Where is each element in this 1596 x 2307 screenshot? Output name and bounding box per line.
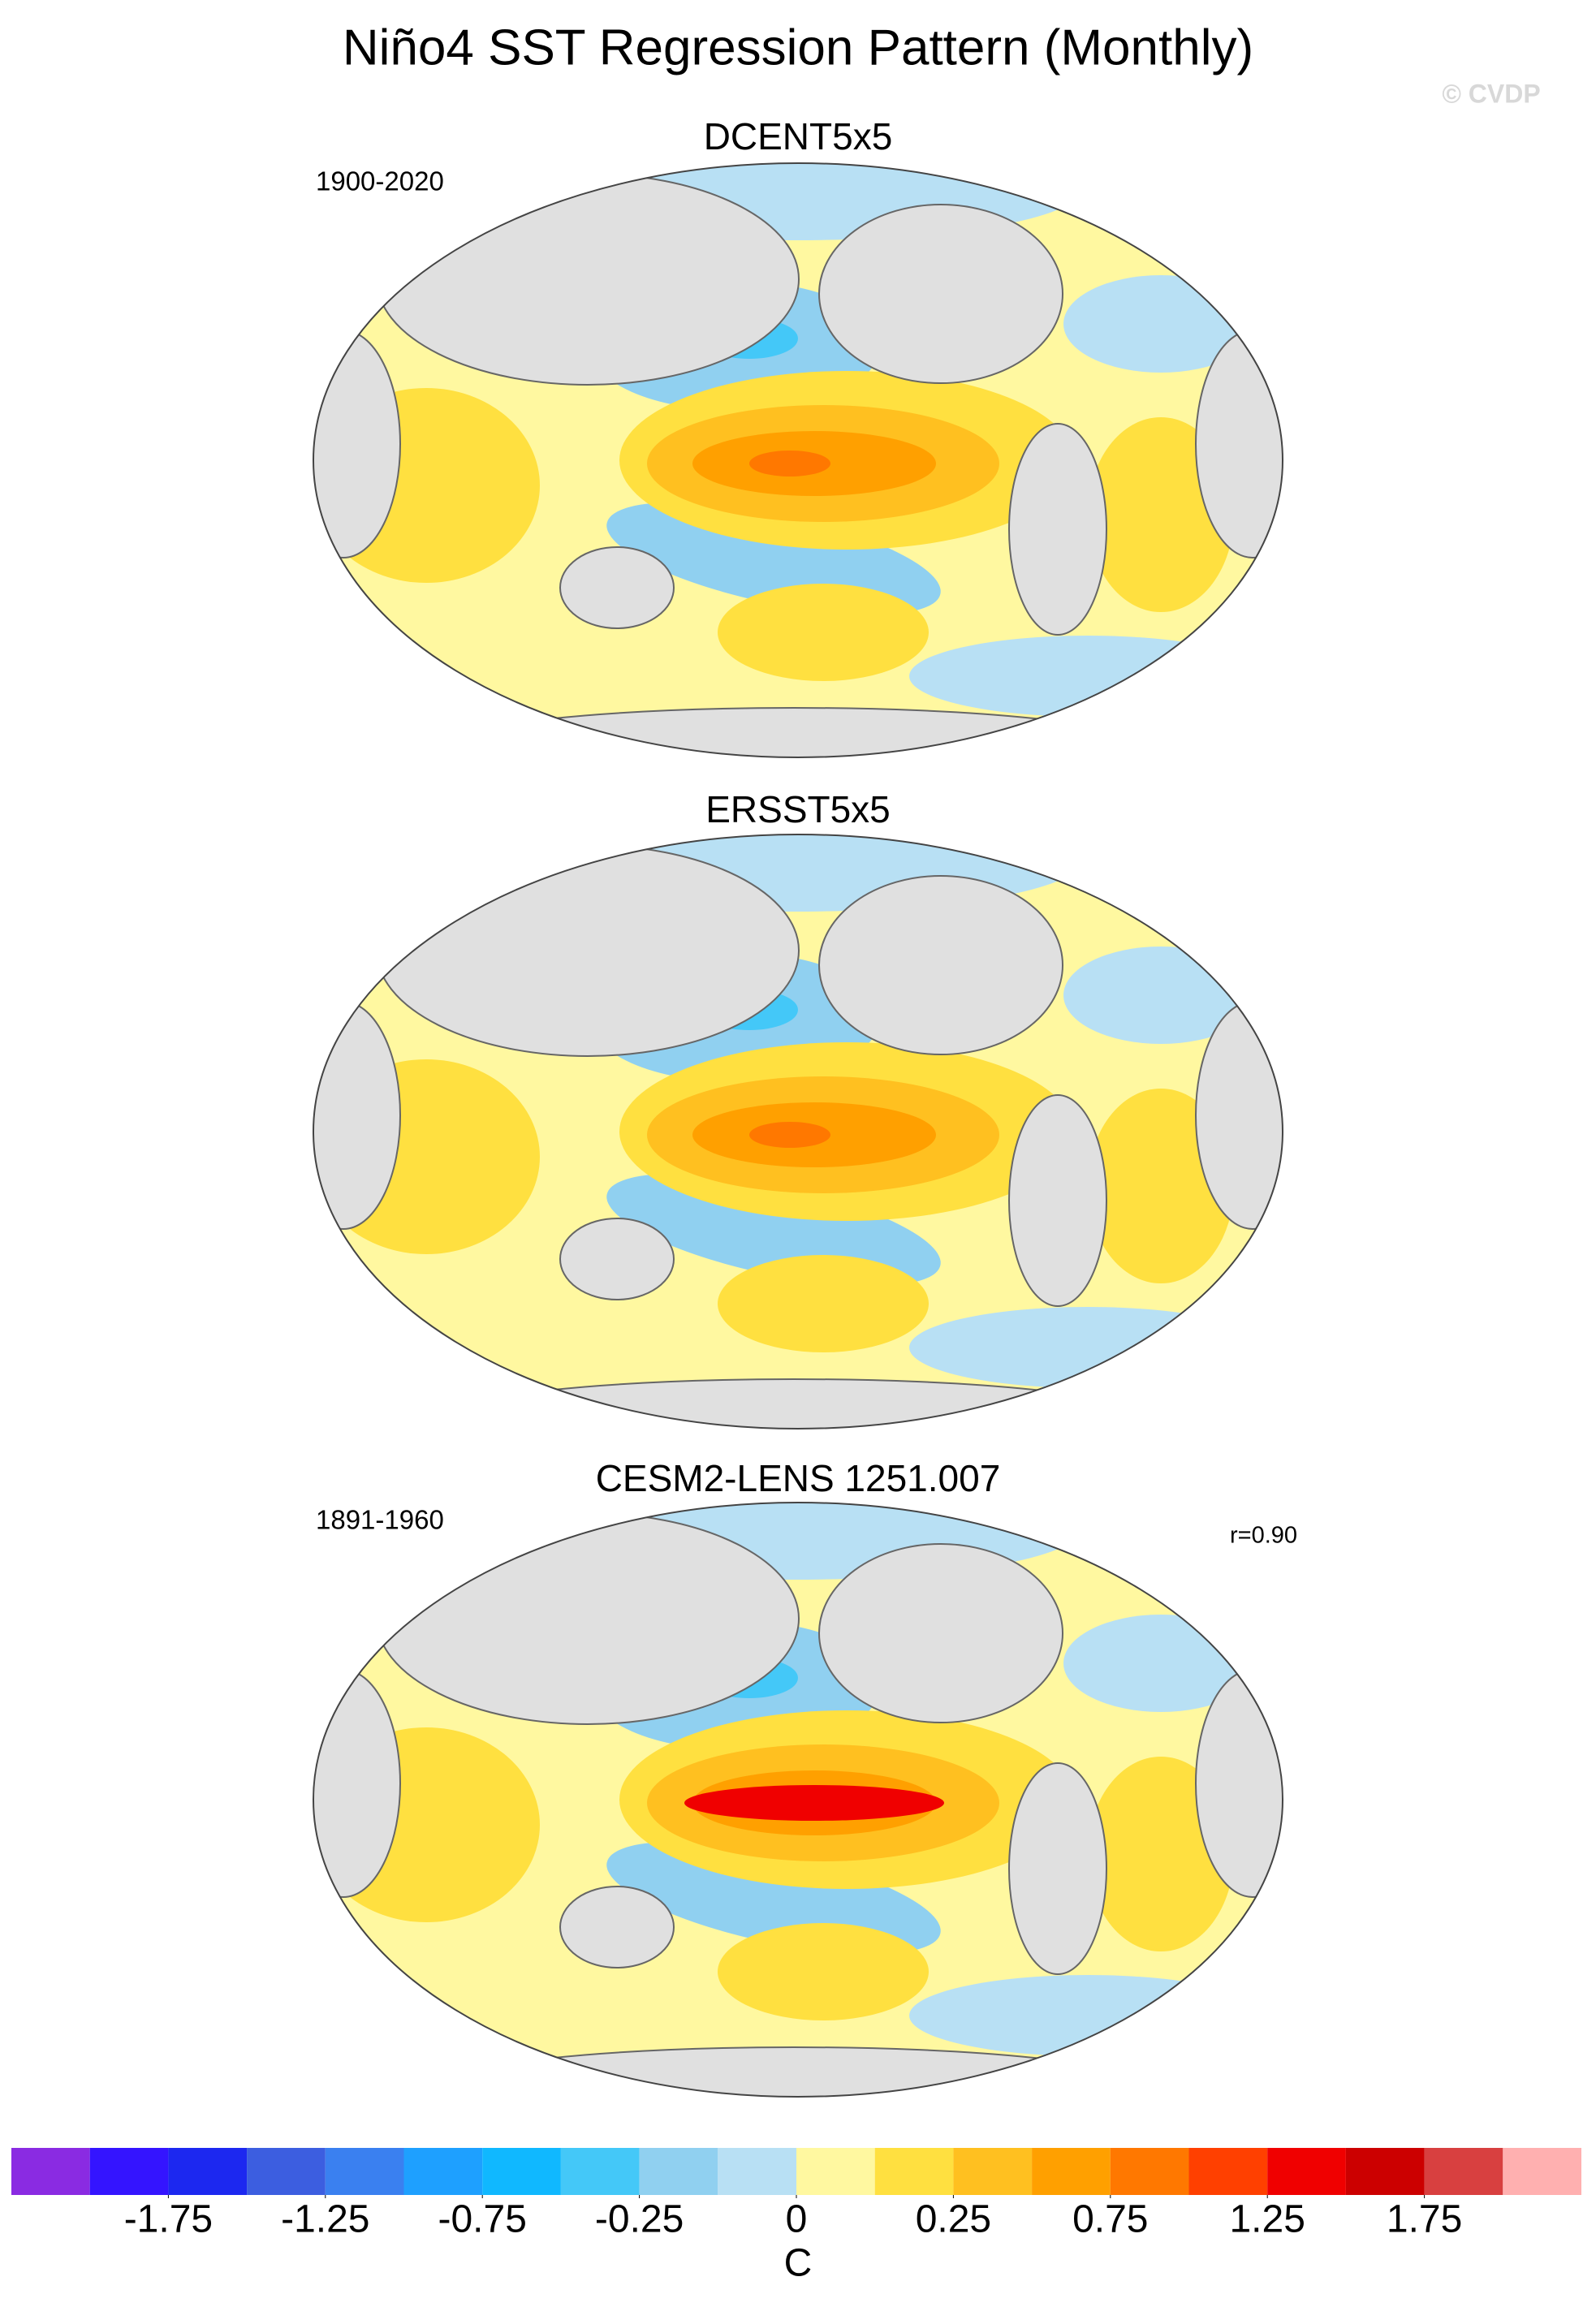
colorbar-label: C (784, 2242, 813, 2285)
figure-title: Niño4 SST Regression Pattern (Monthly) (343, 19, 1253, 75)
color-box (482, 2148, 561, 2195)
credit: © CVDP (1442, 79, 1540, 108)
color-box (1424, 2148, 1503, 2195)
tick-label: -0.75 (438, 2198, 526, 2241)
tick-label: -1.25 (281, 2198, 369, 2241)
tick-label: 1.75 (1387, 2198, 1462, 2241)
color-box (325, 2148, 404, 2195)
tick-label: 0 (786, 2198, 808, 2241)
color-box (403, 2148, 483, 2195)
period-label: 1900-2020 (316, 166, 444, 196)
panel-title: DCENT5x5 (704, 115, 893, 157)
panel-title: ERSST5x5 (705, 788, 891, 830)
color-box (718, 2148, 796, 2195)
tick-label: 1.25 (1229, 2198, 1305, 2241)
color-box (1345, 2148, 1425, 2195)
color-box (560, 2148, 640, 2195)
color-box (796, 2148, 875, 2195)
color-box (168, 2148, 248, 2195)
panel-title: CESM2-LENS 1251.007 (596, 1457, 1001, 1499)
map (287, 143, 1309, 781)
color-box (247, 2148, 326, 2195)
color-box (1267, 2148, 1346, 2195)
color-box (89, 2148, 169, 2195)
color-box (11, 2148, 90, 2195)
color-box (639, 2148, 718, 2195)
color-box (1110, 2148, 1189, 2195)
color-box (1503, 2148, 1581, 2195)
map (287, 814, 1309, 1452)
colorbar: -1.75 -1.25 -0.75 -0.25 0 0.25 0.75 1.25 1.75 (11, 2148, 1581, 2241)
color-box (1188, 2148, 1268, 2195)
color-box (874, 2148, 954, 2195)
tick-label: 0.25 (916, 2198, 991, 2241)
tick-label: 0.75 (1072, 2198, 1148, 2241)
period-label: 1891-1960 (316, 1505, 444, 1535)
tick-label: -1.75 (124, 2198, 213, 2241)
correlation-label: r=0.90 (1230, 1523, 1297, 1549)
color-box (1032, 2148, 1111, 2195)
color-box (953, 2148, 1033, 2195)
map (287, 1482, 1309, 2120)
tick-label: -0.25 (595, 2198, 684, 2241)
